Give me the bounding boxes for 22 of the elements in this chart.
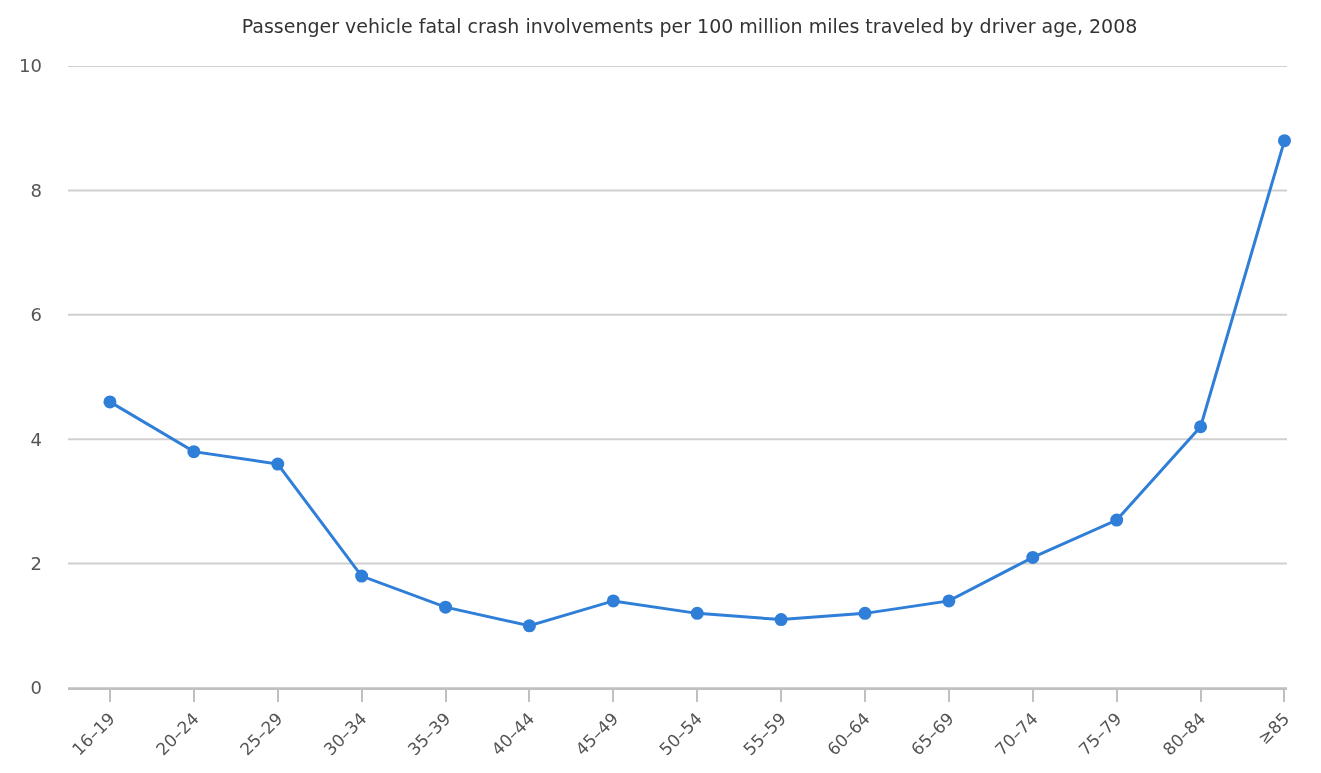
y-tick-label: 4 bbox=[30, 428, 42, 450]
point bbox=[942, 594, 956, 608]
point bbox=[1277, 134, 1291, 148]
y-tick-label: 10 bbox=[19, 55, 42, 77]
point bbox=[774, 613, 788, 627]
point bbox=[690, 606, 704, 620]
point bbox=[858, 606, 872, 620]
y-tick-label: 0 bbox=[30, 677, 42, 699]
point bbox=[1110, 513, 1124, 527]
y-tick-label: 8 bbox=[30, 179, 42, 201]
y-tick-label: 2 bbox=[30, 552, 42, 574]
point bbox=[271, 457, 285, 471]
point bbox=[439, 600, 453, 614]
point bbox=[606, 594, 620, 608]
point bbox=[355, 569, 369, 583]
point bbox=[1194, 420, 1208, 434]
point bbox=[103, 395, 117, 409]
point bbox=[187, 445, 201, 459]
chart-title: Passenger vehicle fatal crash involvements per 100 million miles traveled by driver age, 2008 bbox=[241, 14, 1138, 37]
point bbox=[1026, 550, 1040, 564]
point bbox=[522, 619, 536, 633]
y-tick-label: 6 bbox=[30, 304, 42, 326]
